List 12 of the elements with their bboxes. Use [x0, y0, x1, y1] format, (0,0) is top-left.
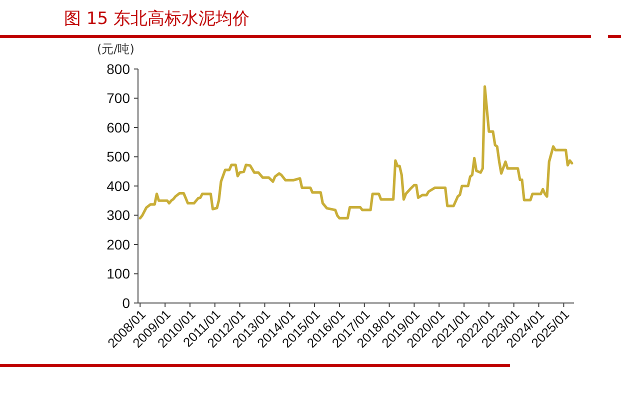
y-tick-label: 0 — [122, 294, 130, 311]
y-tick-label: 700 — [106, 90, 130, 106]
y-tick-label: 400 — [106, 178, 130, 194]
chart-title: 图 15 东北高标水泥均价 — [64, 9, 250, 29]
y-tick-label: 100 — [106, 266, 130, 282]
y-tick-label: 200 — [106, 236, 130, 252]
y-axis-title: (元/吨) — [97, 42, 134, 56]
line-series — [138, 85, 574, 220]
y-tick-label: 500 — [106, 148, 130, 165]
y-tick-label: 600 — [106, 119, 130, 136]
y-tick-label: 800 — [106, 60, 130, 77]
y-tick-label: 300 — [106, 207, 130, 224]
